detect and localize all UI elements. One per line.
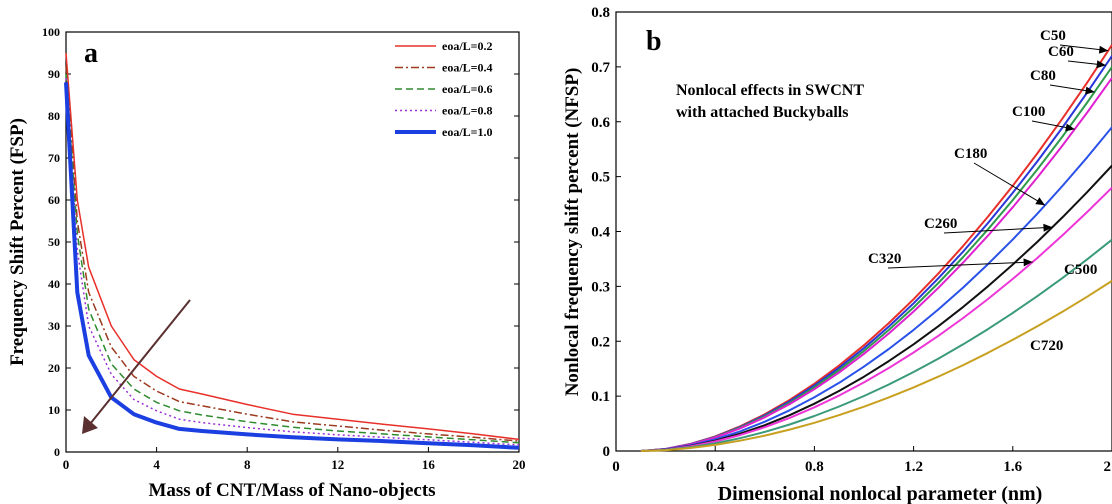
series-label: C500: [1064, 262, 1097, 278]
series-line: [640, 238, 1112, 452]
panel-b-series: [640, 44, 1112, 452]
panel-a-series: [64, 52, 520, 450]
series-line: [64, 82, 520, 450]
series-label: C260: [924, 216, 957, 232]
label-arrowhead: [1098, 45, 1109, 54]
y-tick-label: 50: [48, 235, 60, 249]
y-tick-label: 30: [48, 319, 60, 333]
panel-b-ticks: 0 0.4 0.8 1.2 1.6 2 0 0.1 0.2 0.3 0.4 0.5 0.6 0.7 0.8: [591, 5, 1112, 475]
y-tick-label: 0.1: [591, 389, 610, 405]
y-tick-label: 40: [48, 277, 60, 291]
label-arrowhead: [1035, 197, 1045, 206]
series-line: [640, 126, 1112, 452]
trend-arrow: [82, 299, 191, 434]
y-tick-label: 0.5: [591, 170, 610, 186]
panel-a: a Mass of CNT/Mass of Nano-objects Frequ…: [7, 25, 526, 501]
y-tick-label: 0.6: [591, 115, 610, 131]
panel-b-ylabel: Nonlocal frequency shift percent (NFSP): [562, 68, 583, 397]
x-tick-label: 0.8: [805, 459, 824, 475]
y-tick-label: 0.3: [591, 279, 610, 295]
panel-a-legend: eoa/L=0.2 eoa/L=0.4 eoa/L=0.6 eoa/L=0.8 eoa/…: [395, 39, 493, 139]
y-tick-label: 20: [48, 361, 60, 375]
x-tick-label: 0: [63, 457, 70, 472]
y-tick-label: 0.4: [591, 225, 610, 241]
x-tick-label: 12: [331, 457, 344, 472]
x-tick-label: 1.6: [1003, 459, 1022, 475]
x-tick-label: 1.2: [904, 459, 923, 475]
y-tick-label: 0.7: [591, 60, 610, 76]
x-tick-label: 0: [612, 459, 620, 475]
legend-entry: eoa/L=0.4: [442, 61, 493, 75]
x-tick-label: 8: [244, 457, 251, 472]
label-arrowhead: [1065, 123, 1075, 132]
panel-b-annotation-line2: with attached Buckyballs: [676, 104, 848, 121]
series-line: [65, 73, 520, 444]
y-tick-label: 10: [48, 403, 60, 417]
label-arrowhead: [1085, 86, 1095, 95]
series-label: C50: [1040, 28, 1066, 44]
legend-entry: eoa/L=1.0: [442, 125, 493, 139]
panel-b-annotation-line1: Nonlocal effects in SWCNT: [676, 82, 864, 99]
label-arrowhead: [1043, 223, 1053, 232]
y-tick-label: 100: [42, 25, 60, 39]
panel-a-ticks: 0 4 8 12 16 20 0 10 20 30 40 50 60 70 80 90 100: [42, 25, 526, 472]
panel-b: b Nonlocal effects in SWCNT with attache…: [562, 5, 1112, 504]
series-label: C720: [1030, 338, 1063, 354]
x-tick-label: 20: [513, 457, 526, 472]
x-tick-label: 0.4: [706, 459, 725, 475]
series-label: C180: [954, 146, 987, 162]
y-tick-label: 0: [603, 444, 611, 460]
series-line: [640, 77, 1112, 452]
y-tick-label: 0: [54, 445, 60, 459]
series-line: [640, 186, 1112, 452]
series-label: C60: [1048, 44, 1074, 60]
series-line: [65, 78, 520, 446]
series-label: C320: [868, 251, 901, 267]
panel-b-label: b: [646, 26, 662, 57]
legend-entry: eoa/L=0.8: [442, 104, 493, 118]
legend-entry: eoa/L=0.6: [442, 82, 493, 96]
panel-b-xlabel: Dimensional nonlocal parameter (nm): [718, 483, 1043, 504]
series-line: [65, 52, 520, 441]
panel-a-xlabel: Mass of CNT/Mass of Nano-objects: [148, 480, 435, 501]
y-tick-label: 0.2: [591, 334, 610, 350]
label-arrow: [887, 261, 1033, 269]
label-arrow: [973, 162, 1046, 206]
panel-a-label: a: [84, 38, 98, 69]
label-arrowhead: [1023, 258, 1033, 267]
x-tick-label: 2: [1104, 459, 1112, 475]
y-tick-label: 80: [48, 109, 60, 123]
y-tick-label: 70: [48, 151, 60, 165]
x-tick-label: 4: [153, 457, 160, 472]
series-label: C100: [1012, 104, 1045, 120]
label-arrowhead: [1096, 60, 1106, 69]
series-label: C80: [1030, 68, 1056, 84]
series-line: [65, 65, 520, 442]
y-tick-label: 0.8: [591, 5, 610, 21]
x-tick-label: 16: [422, 457, 436, 472]
series-line: [640, 280, 1112, 452]
y-tick-label: 60: [48, 193, 60, 207]
panel-a-ylabel: Frequency Shift Percent (FSP): [7, 118, 28, 366]
label-arrow: [943, 226, 1053, 234]
legend-entry: eoa/L=0.2: [442, 39, 493, 53]
y-tick-label: 90: [48, 67, 60, 81]
